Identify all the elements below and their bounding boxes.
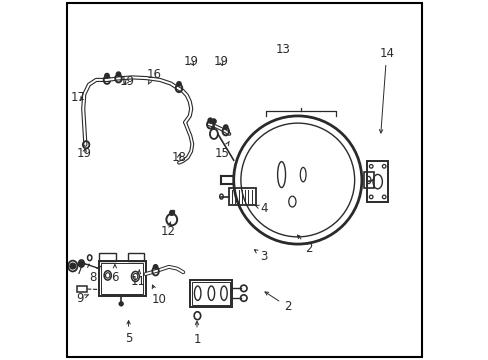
Bar bbox=[77, 286, 87, 292]
Text: 12: 12 bbox=[161, 222, 175, 238]
Circle shape bbox=[79, 261, 83, 266]
Circle shape bbox=[153, 265, 158, 269]
Bar bbox=[366, 161, 387, 202]
Bar bbox=[128, 253, 144, 261]
Text: 13: 13 bbox=[275, 43, 290, 56]
Text: 4: 4 bbox=[255, 202, 267, 215]
Circle shape bbox=[119, 302, 122, 306]
Circle shape bbox=[169, 211, 174, 215]
Text: 1: 1 bbox=[193, 321, 200, 346]
Text: 14: 14 bbox=[378, 47, 393, 133]
Text: 6: 6 bbox=[111, 265, 119, 284]
Text: 7: 7 bbox=[76, 264, 89, 277]
Text: 5: 5 bbox=[124, 321, 132, 345]
Text: 19: 19 bbox=[120, 75, 135, 87]
Text: 3: 3 bbox=[254, 250, 267, 263]
Circle shape bbox=[211, 119, 216, 123]
Bar bbox=[101, 263, 143, 294]
Bar bbox=[169, 210, 174, 214]
Circle shape bbox=[104, 73, 109, 78]
Text: 17: 17 bbox=[71, 91, 85, 104]
Text: 8: 8 bbox=[89, 266, 100, 284]
Text: 16: 16 bbox=[146, 68, 161, 84]
Text: 11: 11 bbox=[130, 270, 145, 288]
Text: 19: 19 bbox=[183, 55, 198, 68]
Bar bbox=[99, 261, 145, 296]
Bar bbox=[99, 253, 115, 261]
Bar bbox=[363, 172, 373, 188]
Bar bbox=[191, 282, 230, 305]
Circle shape bbox=[116, 72, 121, 76]
Text: 10: 10 bbox=[151, 285, 166, 306]
Text: 15: 15 bbox=[214, 141, 229, 159]
Bar bbox=[229, 188, 256, 205]
Circle shape bbox=[70, 263, 76, 269]
Text: 19: 19 bbox=[77, 147, 92, 159]
Text: 19: 19 bbox=[213, 55, 228, 68]
Circle shape bbox=[208, 118, 212, 122]
Circle shape bbox=[223, 125, 227, 129]
Text: 18: 18 bbox=[171, 151, 186, 164]
Text: 2: 2 bbox=[297, 235, 312, 255]
Text: 9: 9 bbox=[76, 292, 88, 305]
Text: 2: 2 bbox=[264, 292, 291, 313]
Circle shape bbox=[177, 82, 181, 86]
Bar bbox=[189, 280, 232, 307]
